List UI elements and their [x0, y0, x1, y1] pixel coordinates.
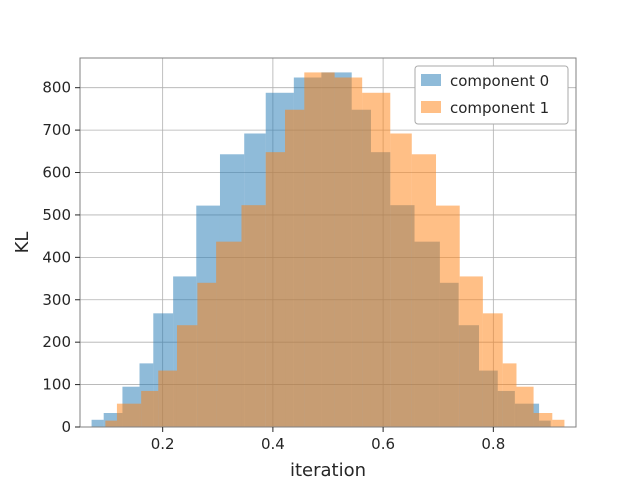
y-tick-label: 200	[42, 333, 71, 351]
x-tick-label: 0.4	[261, 435, 285, 453]
histogram-bar-component-1	[436, 205, 460, 427]
histogram-bar-component-1	[241, 205, 266, 427]
histogram-bar-component-1	[552, 419, 565, 427]
legend-swatch-component-0	[421, 74, 441, 86]
histogram-bar-component-1	[304, 72, 335, 428]
y-tick-label: 600	[42, 164, 71, 182]
histogram-bar-component-1	[390, 133, 412, 427]
x-axis-label: iteration	[290, 460, 366, 480]
y-tick-label: 500	[42, 206, 71, 224]
y-tick-label: 700	[42, 121, 71, 139]
y-tick-label: 400	[42, 248, 71, 266]
histogram-bar-component-1	[285, 109, 305, 428]
histogram-bar-component-1	[116, 403, 142, 427]
histogram-bar-component-1	[176, 325, 198, 427]
legend-swatch-component-1	[421, 101, 441, 113]
histogram-bar-component-1	[216, 241, 242, 427]
histogram-bar-component-1	[482, 313, 503, 427]
histogram-bar-component-1	[197, 282, 217, 427]
histogram-bar-component-1	[411, 154, 437, 428]
legend-label-component-0: component 0	[450, 72, 549, 90]
y-tick-label: 300	[42, 291, 71, 309]
y-tick-label: 0	[61, 418, 71, 436]
y-tick-label: 800	[42, 79, 71, 97]
histogram-bar-component-0	[91, 419, 104, 427]
plot-frame	[79, 57, 577, 428]
histogram-bar-component-1	[265, 152, 286, 427]
x-tick-label: 0.6	[371, 435, 395, 453]
histogram-bar-component-1	[334, 77, 363, 427]
y-tick-label: 100	[42, 376, 71, 394]
histogram-bar-component-1	[141, 390, 159, 427]
histogram-bar-component-1	[105, 420, 117, 427]
x-tick-label: 0.2	[151, 435, 175, 453]
x-tick-label: 0.8	[481, 435, 505, 453]
histogram-bar-component-1	[516, 386, 534, 427]
histogram-bar-component-1	[362, 92, 391, 428]
histogram-bar-component-1	[158, 370, 177, 427]
legend-label-component-1: component 1	[450, 99, 549, 117]
axis-ticks: 0.2 0.4 0.6 0.8 0 100 200 300 400 500 600 700 800	[42, 79, 505, 453]
legend: component 0 component 1	[414, 65, 569, 125]
legend-box	[414, 65, 569, 125]
y-axis-label: KL	[12, 232, 33, 254]
histogram-bars	[91, 72, 565, 428]
histogram-bar-component-1	[459, 276, 483, 427]
histogram-bar-component-1	[533, 413, 553, 427]
histogram-bar-component-1	[502, 363, 517, 427]
